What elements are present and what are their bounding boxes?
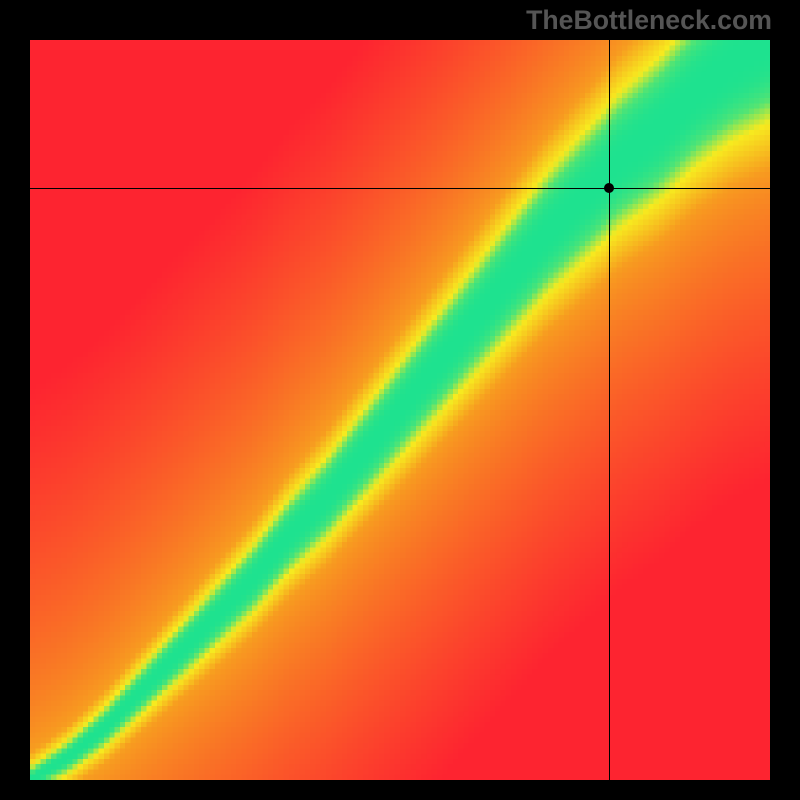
heatmap-canvas: [30, 40, 770, 780]
watermark-text: TheBottleneck.com: [526, 5, 772, 36]
heatmap-plot: [30, 40, 770, 780]
